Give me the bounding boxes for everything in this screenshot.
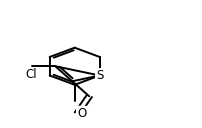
Text: S: S [96,69,103,82]
Text: O: O [77,107,86,120]
Text: Cl: Cl [26,68,37,81]
